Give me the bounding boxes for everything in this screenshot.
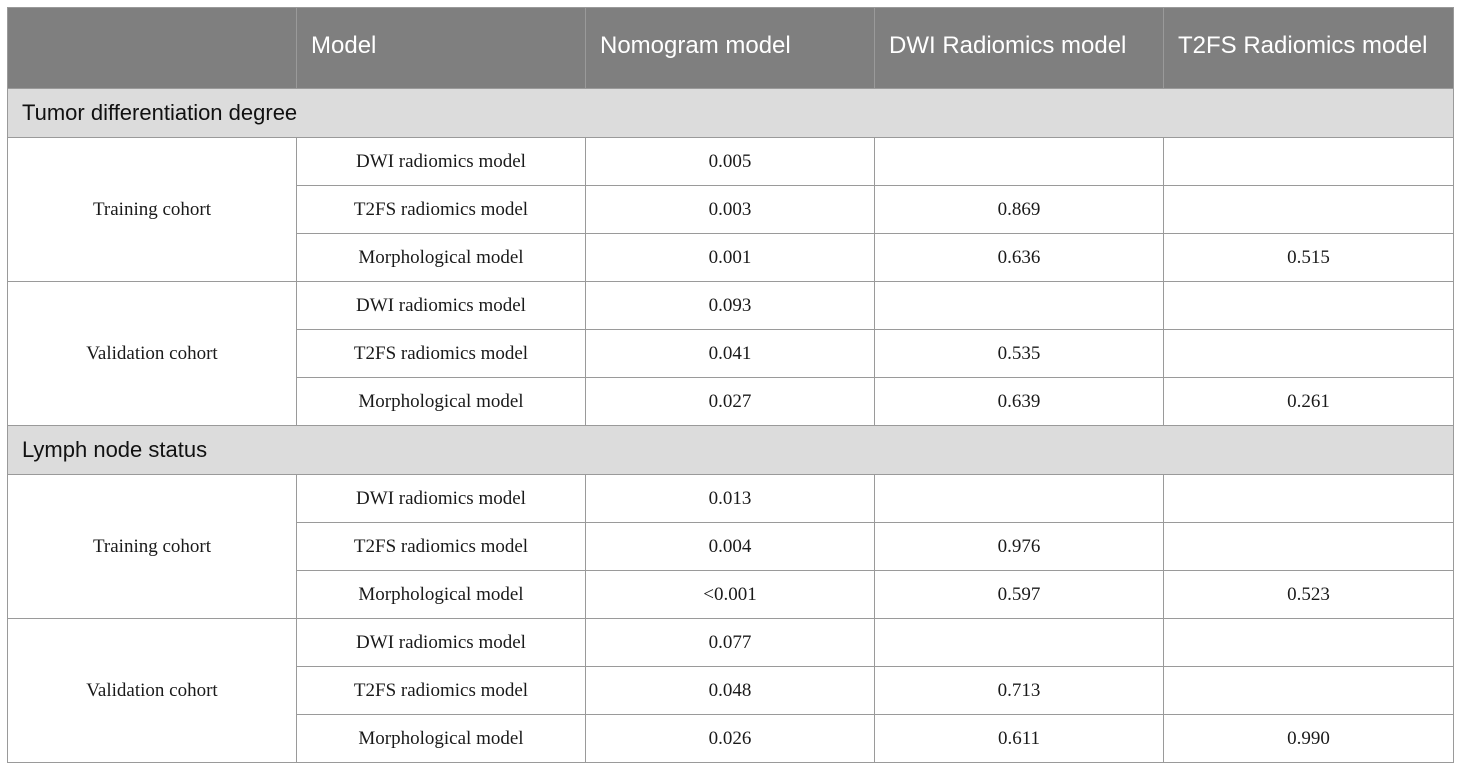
nomogram-cell: 0.048	[585, 666, 875, 715]
cohort-label: Validation cohort	[7, 281, 297, 426]
t2fs-cell	[1163, 522, 1454, 571]
header-blank	[7, 7, 297, 89]
dwi-cell: 0.597	[874, 570, 1164, 619]
dwi-cell	[874, 474, 1164, 523]
results-table: Model Nomogram model DWI Radiomics model…	[7, 7, 1454, 763]
t2fs-cell	[1163, 185, 1454, 234]
nomogram-cell: 0.003	[585, 185, 875, 234]
model-cell: DWI radiomics model	[296, 618, 586, 667]
table-row: Training cohort DWI radiomics model 0.01…	[7, 474, 1454, 619]
nomogram-cell: 0.005	[585, 137, 875, 186]
dwi-cell: 0.636	[874, 233, 1164, 282]
table-row: T2FS radiomics model 0.041 0.535	[8, 329, 1454, 378]
model-cell: Morphological model	[296, 377, 586, 426]
t2fs-cell	[1163, 137, 1454, 186]
dwi-cell: 0.639	[874, 377, 1164, 426]
table-row: T2FS radiomics model 0.004 0.976	[8, 522, 1454, 571]
dwi-cell: 0.869	[874, 185, 1164, 234]
table-body: Tumor differentiation degree Training co…	[7, 88, 1454, 763]
nomogram-cell: 0.077	[585, 618, 875, 667]
table-row: Morphological model <0.001 0.597 0.523	[8, 570, 1454, 619]
table-row: Validation cohort DWI radiomics model 0.…	[7, 281, 1454, 426]
header-row: Model Nomogram model DWI Radiomics model…	[7, 7, 1454, 89]
section-row: Lymph node status	[7, 425, 1454, 475]
dwi-cell: 0.713	[874, 666, 1164, 715]
nomogram-cell: 0.027	[585, 377, 875, 426]
model-cell: Morphological model	[296, 714, 586, 763]
dwi-cell	[874, 618, 1164, 667]
t2fs-cell	[1163, 329, 1454, 378]
table-row: T2FS radiomics model 0.048 0.713	[8, 666, 1454, 715]
nomogram-cell: 0.001	[585, 233, 875, 282]
cohort-label: Training cohort	[7, 474, 297, 619]
table-row: T2FS radiomics model 0.003 0.869	[8, 185, 1454, 234]
t2fs-cell: 0.261	[1163, 377, 1454, 426]
model-cell: Morphological model	[296, 570, 586, 619]
model-cell: DWI radiomics model	[296, 281, 586, 330]
section-title: Tumor differentiation degree	[7, 88, 1454, 138]
model-cell: DWI radiomics model	[296, 137, 586, 186]
model-cell: DWI radiomics model	[296, 474, 586, 523]
header-model: Model	[296, 7, 586, 89]
nomogram-cell: <0.001	[585, 570, 875, 619]
dwi-cell	[874, 137, 1164, 186]
section-title: Lymph node status	[7, 425, 1454, 475]
header-dwi-radiomics-model: DWI Radiomics model	[874, 7, 1164, 89]
t2fs-cell: 0.990	[1163, 714, 1454, 763]
t2fs-cell: 0.515	[1163, 233, 1454, 282]
cohort-label: Training cohort	[7, 137, 297, 282]
table-row: Training cohort DWI radiomics model 0.00…	[7, 137, 1454, 282]
table-row: Morphological model 0.026 0.611 0.990	[8, 714, 1454, 763]
model-cell: T2FS radiomics model	[296, 329, 586, 378]
nomogram-cell: 0.093	[585, 281, 875, 330]
dwi-cell	[874, 281, 1164, 330]
nomogram-cell: 0.041	[585, 329, 875, 378]
model-cell: T2FS radiomics model	[296, 522, 586, 571]
nomogram-cell: 0.004	[585, 522, 875, 571]
t2fs-cell	[1163, 618, 1454, 667]
table-row: Validation cohort DWI radiomics model 0.…	[7, 618, 1454, 763]
dwi-cell: 0.535	[874, 329, 1164, 378]
t2fs-cell	[1163, 474, 1454, 523]
dwi-cell: 0.611	[874, 714, 1164, 763]
section-row: Tumor differentiation degree	[7, 88, 1454, 138]
dwi-cell: 0.976	[874, 522, 1164, 571]
model-cell: Morphological model	[296, 233, 586, 282]
header-nomogram-model: Nomogram model	[585, 7, 875, 89]
model-cell: T2FS radiomics model	[296, 666, 586, 715]
nomogram-cell: 0.026	[585, 714, 875, 763]
t2fs-cell	[1163, 281, 1454, 330]
t2fs-cell	[1163, 666, 1454, 715]
cohort-label: Validation cohort	[7, 618, 297, 763]
t2fs-cell: 0.523	[1163, 570, 1454, 619]
nomogram-cell: 0.013	[585, 474, 875, 523]
table-row: Morphological model 0.001 0.636 0.515	[8, 233, 1454, 282]
header-t2fs-radiomics-model: T2FS Radiomics model	[1163, 7, 1454, 89]
model-cell: T2FS radiomics model	[296, 185, 586, 234]
table-row: Morphological model 0.027 0.639 0.261	[8, 377, 1454, 426]
